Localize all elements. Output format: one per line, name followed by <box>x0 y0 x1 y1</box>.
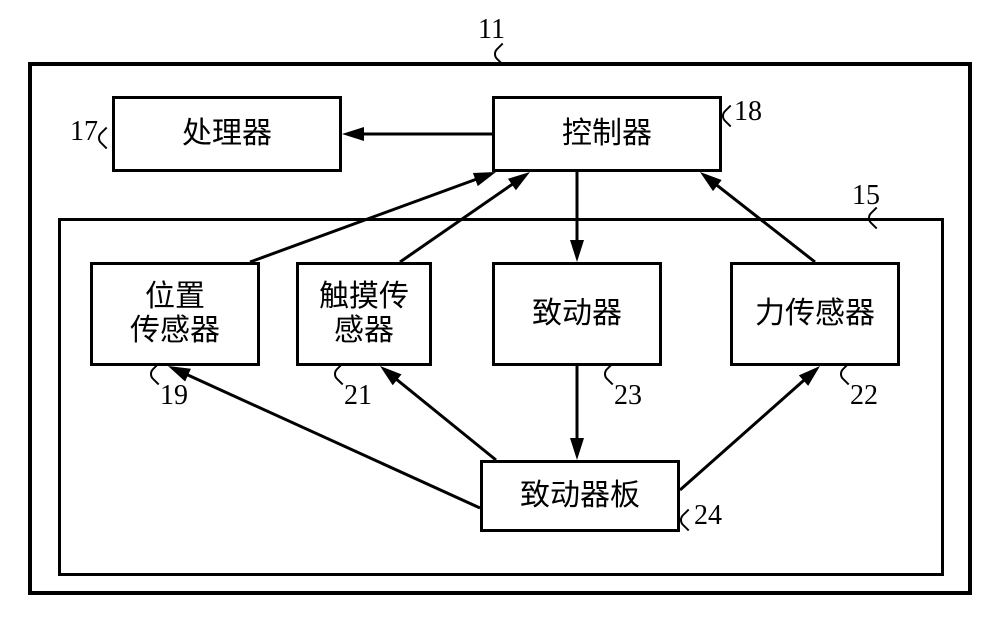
node-controller: 控制器 <box>492 96 722 172</box>
diagram-canvas: 处理器控制器位置 传感器触摸传 感器致动器力传感器致动器板11171815192… <box>0 0 1000 633</box>
node-actuator: 致动器 <box>492 262 662 366</box>
node-label: 位置 传感器 <box>130 280 220 349</box>
node-pos_sensor: 位置 传感器 <box>90 262 260 366</box>
ref-label-force_sensor: 22 <box>850 380 878 412</box>
node-label: 致动器 <box>532 297 622 332</box>
node-processor: 处理器 <box>112 96 342 172</box>
node-label: 控制器 <box>562 117 652 152</box>
ref-label-pos_sensor: 19 <box>160 380 188 412</box>
ref-label-touch_sensor: 21 <box>344 380 372 412</box>
node-label: 处理器 <box>182 117 272 152</box>
node-label: 力传感器 <box>755 297 875 332</box>
node-label: 致动器板 <box>520 479 640 514</box>
ref-label-actuator_plate: 24 <box>694 500 722 532</box>
ref-label-outer: 11 <box>478 14 505 46</box>
ref-label-actuator: 23 <box>614 380 642 412</box>
node-force_sensor: 力传感器 <box>730 262 900 366</box>
ref-label-processor: 17 <box>70 116 98 148</box>
node-label: 触摸传 感器 <box>319 280 409 349</box>
node-actuator_plate: 致动器板 <box>480 460 680 532</box>
node-touch_sensor: 触摸传 感器 <box>296 262 432 366</box>
